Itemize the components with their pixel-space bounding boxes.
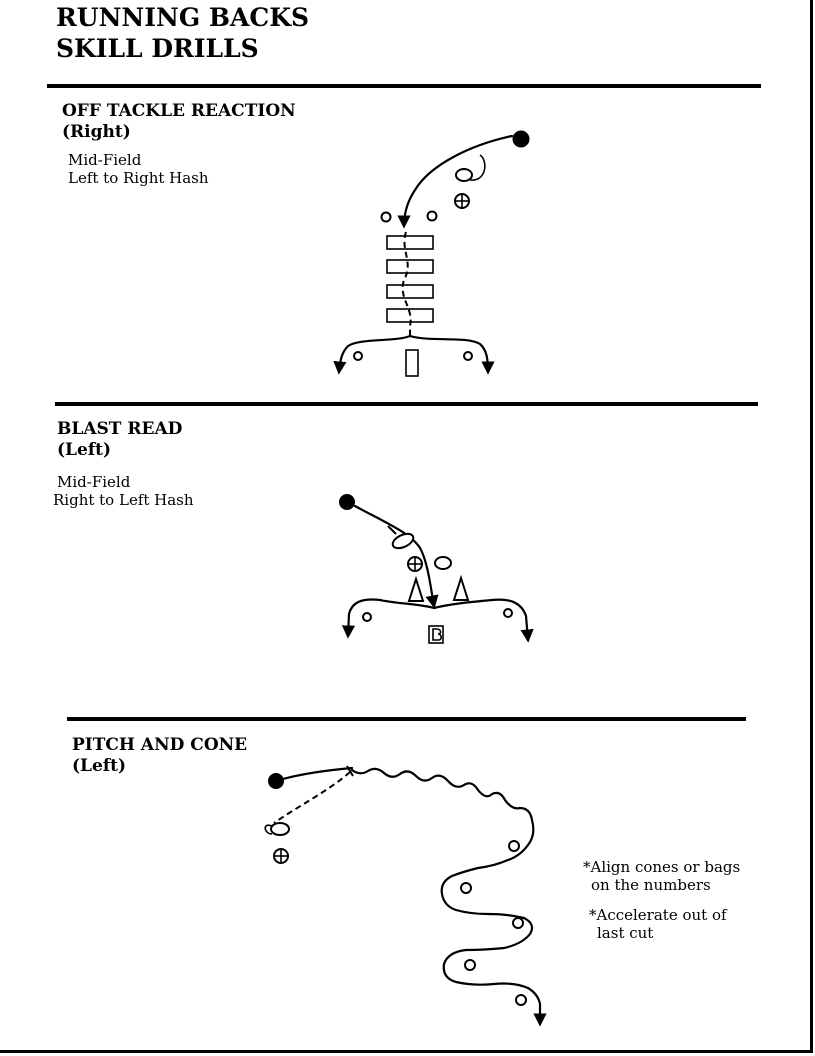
drill-3-title: PITCH AND CONE (Left)	[72, 735, 247, 777]
section-divider-2	[55, 402, 758, 406]
center-marker	[273, 848, 289, 864]
cone-marker	[512, 917, 524, 929]
drill-1-note-1: Mid-Field	[68, 151, 142, 169]
drill-3-notes: *Align cones or bags on the numbers *Acc…	[583, 858, 740, 942]
linebacker-marker	[428, 625, 444, 644]
section-divider-3	[67, 717, 746, 721]
weave-path	[401, 231, 412, 336]
drill-3-name: PITCH AND CONE	[72, 735, 248, 755]
drill-2-name: BLAST READ	[57, 419, 183, 439]
bag-marker	[386, 284, 434, 299]
page-title: RUNNING BACKS SKILL DRILLS	[56, 2, 309, 64]
defender-marker	[405, 349, 419, 377]
ball-carrier-marker	[512, 130, 530, 148]
pitch-tick	[346, 765, 354, 777]
drill-3-note-1: *Align cones or bags	[583, 858, 741, 876]
bag-marker	[386, 235, 434, 250]
weave-path	[350, 767, 547, 1027]
ball-carrier-marker	[268, 773, 284, 789]
drill-1-diagram	[333, 130, 530, 377]
defender-triangle	[407, 575, 425, 602]
defender-triangle	[452, 574, 470, 601]
quarterback-marker	[455, 168, 473, 182]
cone-marker	[353, 351, 363, 361]
pitch-relation-path	[281, 766, 354, 781]
drill-1-note-2: Left to Right Hash	[68, 169, 209, 187]
drill-1-side: (Right)	[62, 122, 131, 142]
cut-right-path	[432, 598, 534, 643]
drill-2-note-1: Mid-Field	[57, 473, 131, 491]
mesh-loop	[469, 154, 486, 181]
section-divider-1	[47, 84, 761, 88]
drill-2-diagram	[339, 494, 534, 644]
drill-2-notes: Mid-Field Right to Left Hash	[53, 473, 194, 509]
cone-marker	[380, 211, 392, 223]
drill-1-name: OFF TACKLE REACTION	[62, 101, 296, 121]
cone-marker	[464, 959, 476, 971]
cone-marker	[460, 882, 472, 894]
drill-1-title: OFF TACKLE REACTION (Right)	[62, 101, 296, 143]
center-marker	[454, 193, 470, 209]
title-line-1: RUNNING BACKS	[56, 3, 310, 32]
cone-marker	[362, 612, 372, 622]
drill-3-note-3: *Accelerate out of	[589, 906, 727, 924]
drill-1-notes: Mid-Field Left to Right Hash	[68, 151, 209, 187]
cut-left-path	[333, 334, 412, 375]
qb-loop	[264, 824, 273, 835]
guard-marker	[434, 556, 452, 570]
cone-marker	[463, 351, 473, 361]
drill-3-diagram	[264, 765, 547, 1027]
cut-left-path	[341, 598, 436, 639]
quarterback-marker	[391, 532, 415, 550]
cone-marker	[426, 210, 438, 222]
mesh-tick	[387, 525, 397, 535]
drill-2-title: BLAST READ (Left)	[57, 419, 182, 461]
run-path	[397, 134, 514, 229]
cut-right-path	[408, 334, 495, 375]
pitch-path	[273, 771, 351, 824]
cone-marker	[503, 608, 513, 618]
drill-3-note-4: last cut	[597, 924, 654, 942]
bag-marker	[386, 259, 434, 274]
center-marker	[407, 556, 423, 572]
cone-marker	[515, 994, 527, 1006]
title-line-2: SKILL DRILLS	[56, 34, 259, 63]
drill-3-note-2: on the numbers	[591, 876, 711, 894]
drill-2-side: (Left)	[57, 440, 112, 460]
quarterback-marker	[270, 822, 290, 836]
drill-3-side: (Left)	[72, 756, 127, 776]
drill-2-note-2: Right to Left Hash	[53, 491, 194, 509]
ball-carrier-marker	[339, 494, 355, 510]
cone-marker	[508, 840, 520, 852]
run-path	[353, 504, 439, 609]
